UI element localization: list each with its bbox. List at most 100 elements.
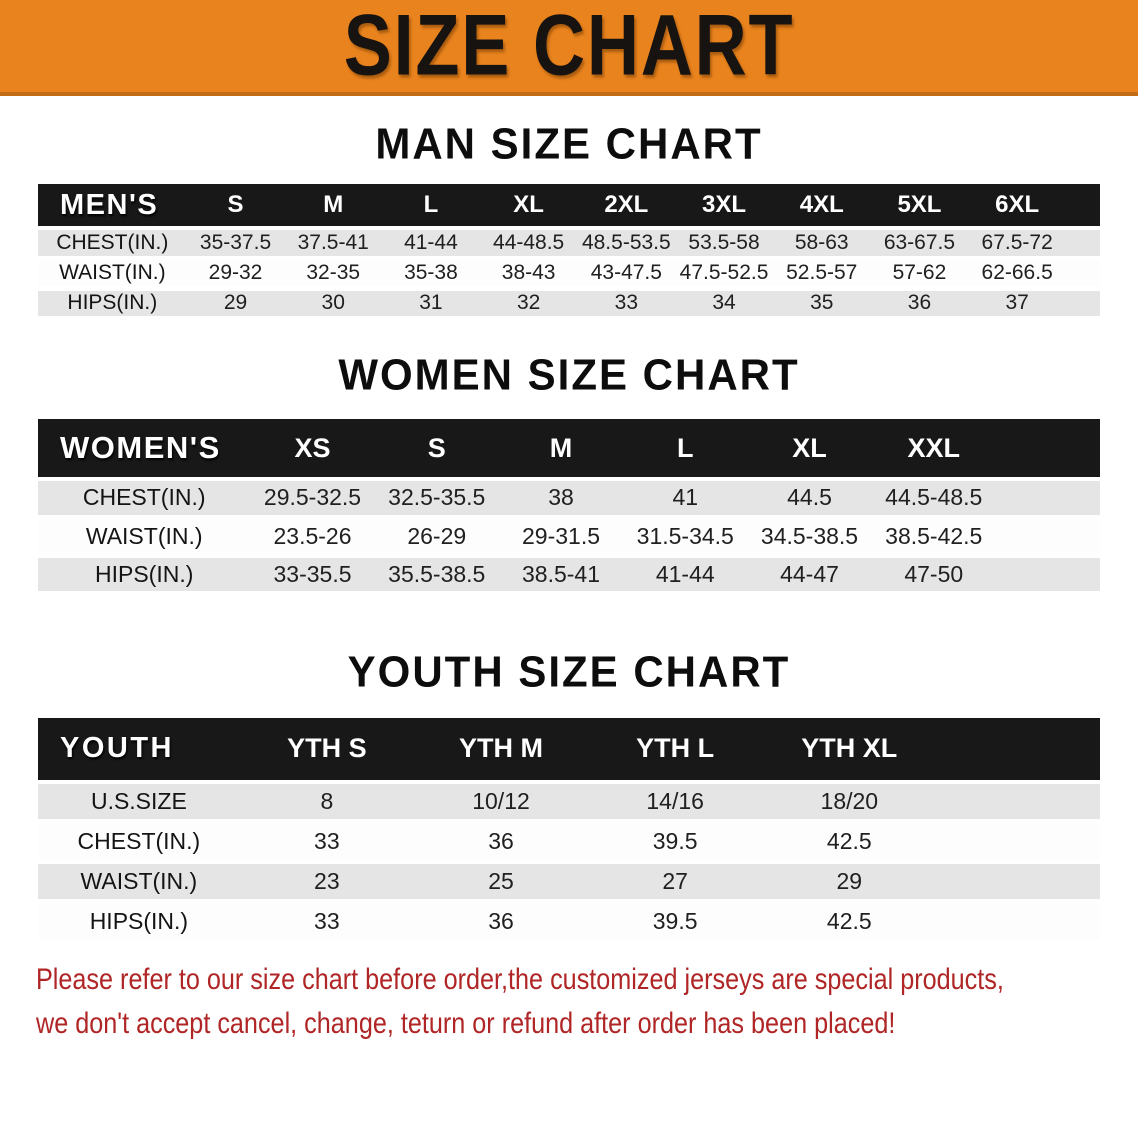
table-header-row: WOMEN'S XS S M L XL XXL <box>38 419 1100 482</box>
size-value-cell: 38-43 <box>479 258 578 291</box>
size-column-header: L <box>623 419 748 482</box>
size-value-cell: 44.5-48.5 <box>871 479 996 520</box>
size-tables-container: MAN SIZE CHART MEN'S S M L XL 2XL 3XL 4XL 5XL 6XL C… <box>0 119 1138 945</box>
row-filler-cell <box>995 517 1100 558</box>
row-label: HIPS(IN.) <box>38 901 240 945</box>
size-value-cell: 38.5-41 <box>498 555 624 596</box>
section-title: MAN SIZE CHART <box>375 119 763 168</box>
size-column-header: YTH L <box>588 717 763 784</box>
table-row: HIPS(IN.) 33-35.5 35.5-38.5 38.5-41 41-44 44-… <box>38 555 1100 596</box>
size-value-cell: 34 <box>675 288 773 321</box>
size-column-header: 3XL <box>675 184 773 231</box>
size-value-cell: 25 <box>413 861 589 905</box>
size-value-cell: 47-50 <box>871 555 996 596</box>
row-label: WAIST(IN.) <box>38 258 187 291</box>
row-label: CHEST(IN.) <box>38 228 187 261</box>
size-value-cell: 18/20 <box>762 781 937 825</box>
size-chart-page: SIZE CHART MAN SIZE CHART MEN'S S M L XL 2XL 3X… <box>0 0 1138 1046</box>
table-row: CHEST(IN.) 33 36 39.5 42.5 <box>38 821 1100 865</box>
size-column-header: YTH XL <box>762 717 937 784</box>
row-filler-cell <box>995 555 1100 596</box>
size-value-cell: 8 <box>239 781 414 825</box>
table-header-row: YOUTH YTH S YTH M YTH L YTH XL <box>38 717 1100 784</box>
size-value-cell: 39.5 <box>588 821 763 865</box>
size-value-cell: 38 <box>498 479 624 520</box>
size-value-cell: 35-37.5 <box>186 228 285 261</box>
size-value-cell: 30 <box>284 288 383 321</box>
size-column-header: XL <box>479 184 578 231</box>
size-value-cell: 42.5 <box>762 821 937 865</box>
row-label: WAIST(IN.) <box>38 861 240 905</box>
row-filler-cell <box>936 781 1100 825</box>
size-value-cell: 34.5-38.5 <box>747 517 872 558</box>
size-value-cell: 14/16 <box>588 781 763 825</box>
size-value-cell: 39.5 <box>588 901 763 945</box>
section-title: YOUTH SIZE CHART <box>347 646 791 696</box>
size-column-header: 5XL <box>870 184 969 231</box>
size-section-1: WOMEN SIZE CHART WOMEN'S XS S M L XL XXL CHEST(I… <box>38 349 1100 596</box>
size-value-cell: 41-44 <box>623 555 748 596</box>
size-value-cell: 31 <box>382 288 480 321</box>
size-value-cell: 33-35.5 <box>250 555 375 596</box>
size-value-cell: 37 <box>968 288 1066 321</box>
table-header-row: MEN'S S M L XL 2XL 3XL 4XL 5XL 6XL <box>38 184 1100 231</box>
row-filler-cell <box>1066 258 1100 291</box>
table-row: WAIST(IN.) 23.5-26 26-29 29-31.5 31.5-34.5 34… <box>38 517 1100 558</box>
row-filler-cell <box>1066 288 1100 321</box>
size-value-cell: 35-38 <box>382 258 480 291</box>
size-table: MEN'S S M L XL 2XL 3XL 4XL 5XL 6XL CHEST(IN.) 35-37… <box>38 184 1100 321</box>
size-value-cell: 27 <box>588 861 763 905</box>
size-value-cell: 67.5-72 <box>968 228 1066 261</box>
size-value-cell: 33 <box>239 901 414 945</box>
size-value-cell: 63-67.5 <box>870 228 969 261</box>
size-value-cell: 29.5-32.5 <box>250 479 375 520</box>
size-value-cell: 44-47 <box>747 555 872 596</box>
size-value-cell: 53.5-58 <box>675 228 773 261</box>
size-value-cell: 58-63 <box>772 228 871 261</box>
size-value-cell: 62-66.5 <box>968 258 1066 291</box>
size-value-cell: 52.5-57 <box>772 258 871 291</box>
size-value-cell: 35.5-38.5 <box>374 555 499 596</box>
header-filler-cell <box>995 419 1100 482</box>
banner: SIZE CHART <box>0 0 1138 96</box>
row-label: WAIST(IN.) <box>38 517 251 558</box>
size-value-cell: 44.5 <box>747 479 872 520</box>
size-value-cell: 36 <box>413 821 589 865</box>
size-value-cell: 26-29 <box>374 517 499 558</box>
section-title: WOMEN SIZE CHART <box>338 349 800 399</box>
disclaimer: Please refer to our size chart before or… <box>36 958 1138 1046</box>
size-value-cell: 41-44 <box>382 228 480 261</box>
table-row: HIPS(IN.) 29 30 31 32 33 34 35 36 37 <box>38 288 1100 321</box>
size-value-cell: 29-31.5 <box>498 517 624 558</box>
size-column-header: M <box>498 419 624 482</box>
size-value-cell: 32-35 <box>284 258 383 291</box>
row-label: U.S.SIZE <box>38 781 240 825</box>
size-table: WOMEN'S XS S M L XL XXL CHEST(IN.) 29.5-32.5 32.5… <box>38 419 1100 596</box>
size-column-header: S <box>374 419 499 482</box>
header-filler-cell <box>1066 184 1100 231</box>
size-value-cell: 10/12 <box>413 781 589 825</box>
table-header-label: YOUTH <box>38 717 240 784</box>
size-value-cell: 29 <box>762 861 937 905</box>
size-value-cell: 32.5-35.5 <box>374 479 499 520</box>
row-label: CHEST(IN.) <box>38 479 251 520</box>
size-column-header: YTH S <box>239 717 414 784</box>
size-column-header: L <box>382 184 480 231</box>
row-label: CHEST(IN.) <box>38 821 240 865</box>
size-table: YOUTH YTH S YTH M YTH L YTH XL U.S.SIZE 8 10/12… <box>38 717 1100 945</box>
table-row: WAIST(IN.) 23 25 27 29 <box>38 861 1100 905</box>
page-title: SIZE CHART <box>343 0 795 94</box>
table-row: CHEST(IN.) 35-37.5 37.5-41 41-44 44-48.5 48.5… <box>38 228 1100 261</box>
size-section-2: YOUTH SIZE CHART YOUTH YTH S YTH M YTH L YTH … <box>38 646 1100 945</box>
size-value-cell: 57-62 <box>870 258 969 291</box>
row-filler-cell <box>1066 228 1100 261</box>
disclaimer-line-2: we don't accept cancel, change, teturn o… <box>36 1007 896 1041</box>
table-header-label: WOMEN'S <box>38 419 251 482</box>
table-row: CHEST(IN.) 29.5-32.5 32.5-35.5 38 41 44.5 44.5… <box>38 479 1100 520</box>
table-header-label: MEN'S <box>38 184 187 231</box>
size-value-cell: 33 <box>577 288 676 321</box>
size-column-header: XXL <box>871 419 996 482</box>
size-value-cell: 23 <box>239 861 414 905</box>
row-filler-cell <box>936 901 1100 945</box>
size-column-header: M <box>284 184 383 231</box>
